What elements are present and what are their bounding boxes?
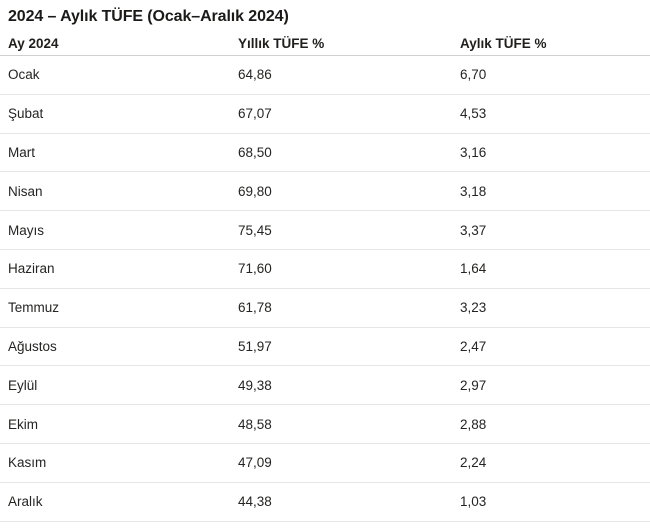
table-row: Ocak 64,86 6,70 bbox=[0, 56, 650, 95]
header-cell-annual-tufe: Yıllık TÜFE % bbox=[238, 36, 325, 51]
cell-monthly-tufe: 2,97 bbox=[460, 377, 487, 393]
cell-annual-tufe: 69,80 bbox=[238, 183, 272, 199]
table-row: Ağustos 51,97 2,47 bbox=[0, 328, 650, 367]
cell-month: Aralık bbox=[8, 494, 43, 510]
cell-monthly-tufe: 2,24 bbox=[460, 455, 487, 471]
table-row: Haziran 71,60 1,64 bbox=[0, 250, 650, 289]
table-row: Temmuz 61,78 3,23 bbox=[0, 289, 650, 328]
table-row: Kasım 47,09 2,24 bbox=[0, 444, 650, 483]
cell-monthly-tufe: 3,18 bbox=[460, 183, 487, 199]
cell-month: Nisan bbox=[8, 183, 43, 199]
cell-annual-tufe: 49,38 bbox=[238, 377, 272, 393]
cell-annual-tufe: 51,97 bbox=[238, 338, 272, 354]
cell-month: Mart bbox=[8, 144, 35, 160]
table-row: Ekim 48,58 2,88 bbox=[0, 405, 650, 444]
header-cell-month: Ay 2024 bbox=[8, 36, 59, 51]
cell-monthly-tufe: 6,70 bbox=[460, 67, 487, 83]
cell-month: Kasım bbox=[8, 455, 47, 471]
cell-month: Haziran bbox=[8, 261, 55, 277]
table-row: Eylül 49,38 2,97 bbox=[0, 366, 650, 406]
cell-annual-tufe: 47,09 bbox=[238, 455, 272, 471]
table-row: Mart 68,50 3,16 bbox=[0, 134, 650, 173]
cell-monthly-tufe: 1,64 bbox=[460, 261, 487, 277]
cell-month: Ağustos bbox=[8, 338, 57, 354]
cell-monthly-tufe: 4,53 bbox=[460, 106, 487, 122]
header-cell-monthly-tufe: Aylık TÜFE % bbox=[460, 36, 547, 51]
cell-annual-tufe: 48,58 bbox=[238, 416, 272, 432]
table-row: Aralık 44,38 1,03 bbox=[0, 483, 650, 522]
cell-annual-tufe: 68,50 bbox=[238, 144, 272, 160]
cell-annual-tufe: 61,78 bbox=[238, 300, 272, 316]
cell-annual-tufe: 44,38 bbox=[238, 494, 272, 510]
cell-monthly-tufe: 3,16 bbox=[460, 144, 487, 160]
cell-monthly-tufe: 3,37 bbox=[460, 222, 487, 238]
cell-monthly-tufe: 2,88 bbox=[460, 416, 487, 432]
cell-annual-tufe: 67,07 bbox=[238, 106, 272, 122]
table-row: Nisan 69,80 3,18 bbox=[0, 172, 650, 212]
cell-month: Ocak bbox=[8, 67, 40, 83]
cell-monthly-tufe: 3,23 bbox=[460, 300, 487, 316]
table-row: Mayıs 75,45 3,37 bbox=[0, 211, 650, 250]
table-header-row: Ay 2024 Yıllık TÜFE % Aylık TÜFE % bbox=[0, 26, 650, 56]
table-row: Şubat 67,07 4,53 bbox=[0, 95, 650, 134]
tufe-table: Ay 2024 Yıllık TÜFE % Aylık TÜFE % Ocak … bbox=[0, 26, 650, 522]
cell-month: Ekim bbox=[8, 416, 38, 432]
cell-annual-tufe: 64,86 bbox=[238, 67, 272, 83]
cell-annual-tufe: 75,45 bbox=[238, 222, 272, 238]
cell-monthly-tufe: 2,47 bbox=[460, 338, 487, 354]
page-title: 2024 – Aylık TÜFE (Ocak–Aralık 2024) bbox=[8, 8, 289, 25]
cell-month: Eylül bbox=[8, 377, 38, 393]
cell-monthly-tufe: 1,03 bbox=[460, 494, 487, 510]
cell-month: Temmuz bbox=[8, 300, 60, 316]
cell-annual-tufe: 71,60 bbox=[238, 261, 272, 277]
cell-month: Mayıs bbox=[8, 222, 45, 238]
cell-month: Şubat bbox=[8, 106, 44, 122]
